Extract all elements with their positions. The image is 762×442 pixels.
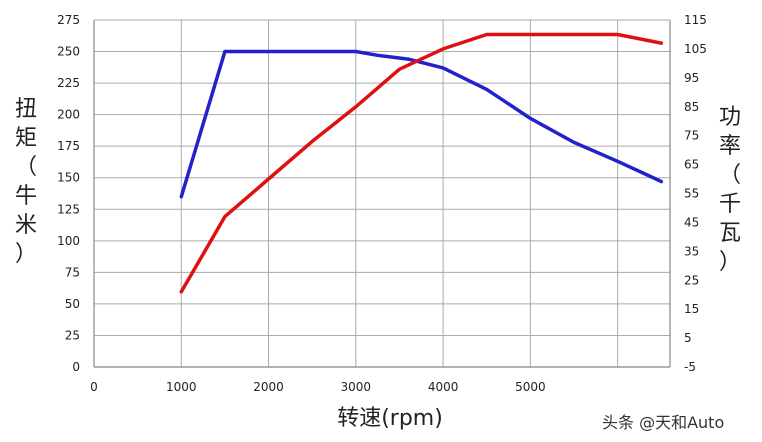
y-right-tick-label: 85 xyxy=(684,100,699,114)
y-right-tick-label: 95 xyxy=(684,71,699,85)
x-tick-label: 5000 xyxy=(515,380,546,394)
y-right-axis-title-char: 功 xyxy=(719,105,741,130)
y-right-tick-label: 65 xyxy=(684,158,699,172)
power-series-line xyxy=(179,32,664,294)
y-right-tick-label: 55 xyxy=(684,187,699,201)
y-right-axis-title-char: （ xyxy=(719,163,741,188)
y-right-tick-label: 35 xyxy=(684,244,699,258)
y-left-tick-label: 275 xyxy=(57,13,80,27)
y-right-axis-title-char: 千 xyxy=(719,192,741,217)
torque-series-line xyxy=(179,49,664,199)
y-left-tick-label: 50 xyxy=(65,297,80,311)
x-tick-label: 3000 xyxy=(341,380,372,394)
y-left-tick-label: 125 xyxy=(57,202,80,216)
y-left-tick-label: 150 xyxy=(57,171,80,185)
y-left-axis-title-char: 米 xyxy=(15,213,37,238)
x-tick-label: 4000 xyxy=(428,380,459,394)
y-right-tick-label: 5 xyxy=(684,331,692,345)
y-left-tick-label: 175 xyxy=(57,139,80,153)
x-tick-label: 0 xyxy=(90,380,98,394)
y-right-tick-label: 105 xyxy=(684,42,707,56)
y-right-tick-label: 75 xyxy=(684,129,699,143)
y-left-tick-label: 0 xyxy=(72,360,80,374)
y-left-axis-title-char: （ xyxy=(15,155,37,180)
series xyxy=(179,32,664,294)
y-left-tick-label: 225 xyxy=(57,76,80,90)
y-left-tick-label: 25 xyxy=(65,328,80,342)
grid xyxy=(93,19,671,368)
y-right-tick-label: 15 xyxy=(684,302,699,316)
y-left-tick-label: 200 xyxy=(57,108,80,122)
x-tick-label: 1000 xyxy=(166,380,197,394)
axes xyxy=(93,19,671,368)
x-tick-label: 2000 xyxy=(253,380,284,394)
y-right-tick-label: 25 xyxy=(684,273,699,287)
y-left-tick-label: 250 xyxy=(57,45,80,59)
y-right-tick-label: 115 xyxy=(684,13,707,27)
y-left-axis-title-char: 矩 xyxy=(15,126,37,151)
watermark: 头条 @天和Auto xyxy=(602,413,724,432)
y-right-axis-title-char: 率 xyxy=(719,134,741,159)
x-axis-title: 转速(rpm) xyxy=(337,406,443,431)
y-right-tick-label: 45 xyxy=(684,215,699,229)
y-left-tick-label: 75 xyxy=(65,265,80,279)
y-right-axis-title-char: 瓦 xyxy=(719,221,741,246)
y-left-axis-title-char: 扭 xyxy=(15,97,37,122)
y-right-tick-label: -5 xyxy=(684,360,696,374)
y-right-axis-title-char: ） xyxy=(719,250,741,275)
y-left-tick-label: 100 xyxy=(57,234,80,248)
labels: 0 25 50 75 100 125 150 175 200 225 250 275 -5 5 15 25 35… xyxy=(15,13,741,394)
y-left-axis-title-char: ） xyxy=(15,242,37,267)
y-left-axis-title-char: 牛 xyxy=(15,184,37,209)
